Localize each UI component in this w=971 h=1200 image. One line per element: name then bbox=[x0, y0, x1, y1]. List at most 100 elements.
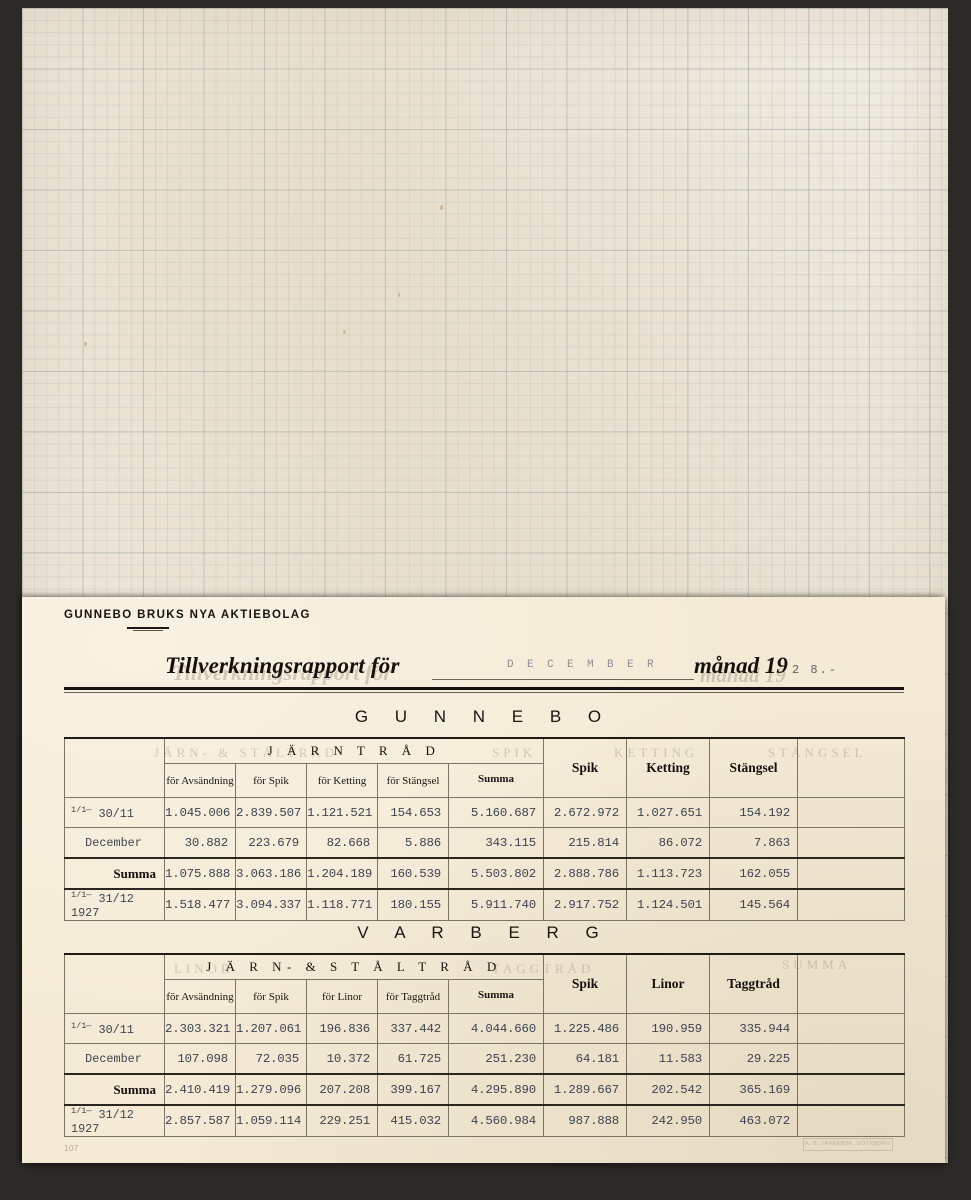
paper-speck bbox=[84, 342, 87, 346]
table-cell: 1.225.486 bbox=[543, 1013, 628, 1044]
printer-imprint: A. B. JÄNNEBOK, GÖTEBORG bbox=[803, 1138, 893, 1151]
table-cell: 463.072 bbox=[709, 1104, 799, 1137]
report-title: Tillverkningsrapport för bbox=[165, 653, 400, 678]
row-label-superscript: 1/1— bbox=[71, 804, 92, 815]
header-cell-empty bbox=[797, 953, 906, 1014]
table-cell: 3.063.186 bbox=[235, 857, 307, 890]
month-field-rule bbox=[432, 679, 694, 680]
table-cell: 1.113.723 bbox=[626, 857, 711, 890]
printer-imprint-text: A. B. JÄNNEBOK, GÖTEBORG bbox=[805, 1141, 891, 1147]
table-cell: 5.160.687 bbox=[447, 797, 545, 828]
table-cell: 190.959 bbox=[626, 1013, 711, 1044]
subheader-for-avsandning: för Avsändning bbox=[164, 763, 236, 798]
table-cell: 207.208 bbox=[306, 1073, 378, 1106]
table-cell bbox=[797, 797, 906, 828]
table-row: Summa 1.075.888 3.063.186 1.204.189 160.539 5… bbox=[64, 857, 906, 890]
table-row: December 107.098 72.035 10.372 61.725 251.230… bbox=[64, 1043, 906, 1075]
table-body-varberg: 1/1— 30/11 2.303.321 1.207.061 196.836 337.4… bbox=[64, 1013, 906, 1137]
table-varberg: J Ä R N- & S T Å L T R Å D Spik Linor Ta… bbox=[64, 953, 906, 1137]
table-cell: 2.672.972 bbox=[543, 797, 628, 828]
page-number: 107 bbox=[64, 1144, 79, 1153]
table-header-group-row: J Ä R N T R Å D Spik Ketting Stängsel bbox=[64, 737, 906, 798]
table-cell: 4.560.984 bbox=[447, 1104, 545, 1137]
header-cell-rowlabel bbox=[64, 737, 165, 798]
header-cell-empty bbox=[797, 737, 906, 798]
table-row: 1/1— 31/12 1927 1.518.477 3.094.337 1.118.7… bbox=[64, 888, 906, 921]
table-body-gunnebo: 1/1— 30/11 1.045.006 2.839.507 1.121.521 154… bbox=[64, 797, 906, 921]
row-label: Summa bbox=[64, 1073, 165, 1106]
table-cell: 251.230 bbox=[447, 1043, 545, 1075]
subheader-summa: Summa bbox=[447, 763, 545, 798]
table-cell: 2.303.321 bbox=[164, 1013, 236, 1044]
table-cell: 1.518.477 bbox=[164, 888, 236, 921]
row-label: 1/1— 31/12 1927 bbox=[64, 1104, 165, 1137]
table-cell: 5.911.740 bbox=[447, 888, 545, 921]
subheader-summa: Summa bbox=[447, 979, 545, 1014]
table-cell: 61.725 bbox=[377, 1043, 449, 1075]
table-cell: 2.410.419 bbox=[164, 1073, 236, 1106]
table-cell: 7.863 bbox=[709, 827, 799, 859]
table-cell: 242.950 bbox=[626, 1104, 711, 1137]
table-cell bbox=[797, 1043, 906, 1075]
table-cell: 1.279.096 bbox=[235, 1073, 307, 1106]
company-underline-rule bbox=[127, 627, 169, 631]
table-cell: 2.857.587 bbox=[164, 1104, 236, 1137]
table-row: December 30.882 223.679 82.668 5.886 343.115 2… bbox=[64, 827, 906, 859]
row-label: Summa bbox=[64, 857, 165, 890]
subheader-for-ketting: för Ketting bbox=[306, 763, 378, 798]
table-cell: 82.668 bbox=[306, 827, 378, 859]
subheader-for-linor: för Linor bbox=[306, 979, 378, 1014]
table-cell: 3.094.337 bbox=[235, 888, 307, 921]
table-gunnebo: J Ä R N T R Å D Spik Ketting Stängsel fö… bbox=[64, 737, 906, 921]
table-cell: 343.115 bbox=[447, 827, 545, 859]
table-cell bbox=[797, 1013, 906, 1044]
table-cell: 4.044.660 bbox=[447, 1013, 545, 1044]
table-cell: 10.372 bbox=[306, 1043, 378, 1075]
header-group-title-jarnstaltrad: J Ä R N- & S T Å L T R Å D bbox=[163, 953, 545, 980]
year-value: 2 8.- bbox=[792, 663, 839, 677]
table-cell: 162.055 bbox=[709, 857, 799, 890]
row-label-superscript: 1/1— bbox=[71, 1106, 92, 1116]
table-cell: 86.072 bbox=[626, 827, 711, 859]
table-cell: 160.539 bbox=[377, 857, 449, 890]
table-cell: 2.917.752 bbox=[543, 888, 628, 921]
paper-speck bbox=[398, 293, 400, 297]
row-label-superscript: 1/1— bbox=[71, 1020, 92, 1031]
subheader-for-avsandning: för Avsändning bbox=[164, 979, 236, 1014]
table-cell: 154.192 bbox=[709, 797, 799, 828]
table-cell: 1.121.521 bbox=[306, 797, 378, 828]
table-cell: 229.251 bbox=[306, 1104, 378, 1137]
table-cell: 72.035 bbox=[235, 1043, 307, 1075]
table-cell: 4.295.890 bbox=[447, 1073, 545, 1106]
table-cell: 29.225 bbox=[709, 1043, 799, 1075]
table-cell bbox=[797, 827, 906, 859]
table-subheader-row: för Avsändning för Spik för Linor för Ta… bbox=[65, 979, 905, 1014]
table-cell: 154.653 bbox=[377, 797, 449, 828]
table-cell: 1.027.651 bbox=[626, 797, 711, 828]
table-cell: 145.564 bbox=[709, 888, 799, 921]
table-cell: 987.888 bbox=[543, 1104, 628, 1137]
manad-label: månad 19 bbox=[694, 653, 788, 678]
table-cell: 1.118.771 bbox=[306, 888, 378, 921]
table-cell: 2.839.507 bbox=[235, 797, 307, 828]
table-cell: 1.204.189 bbox=[306, 857, 378, 890]
table-cell: 1.075.888 bbox=[164, 857, 236, 890]
table-cell: 11.583 bbox=[626, 1043, 711, 1075]
row-label: 1/1— 30/11 bbox=[64, 1013, 165, 1044]
title-divider-rule bbox=[64, 687, 904, 693]
header-cell-rowlabel bbox=[64, 953, 165, 1014]
table-cell: 335.944 bbox=[709, 1013, 799, 1044]
table-header-group-row: J Ä R N- & S T Å L T R Å D Spik Linor Ta… bbox=[64, 953, 906, 1014]
table-cell: 1.289.667 bbox=[543, 1073, 628, 1106]
table-cell: 399.167 bbox=[377, 1073, 449, 1106]
company-name: GUNNEBO BRUKS NYA AKTIEBOLAG bbox=[64, 609, 311, 621]
header-cell-linor: Linor bbox=[626, 953, 711, 1014]
table-cell: 1.045.006 bbox=[164, 797, 236, 828]
header-cell-spik: Spik bbox=[543, 953, 628, 1014]
report-form-sheet: GUNNEBO BRUKS NYA AKTIEBOLAG Tillverknin… bbox=[22, 597, 945, 1163]
subheader-for-taggtrad: för Taggtråd bbox=[377, 979, 449, 1014]
table-row: 1/1— 30/11 1.045.006 2.839.507 1.121.521 154… bbox=[64, 797, 906, 828]
table-row: 1/1— 30/11 2.303.321 1.207.061 196.836 337.4… bbox=[64, 1013, 906, 1044]
row-label: 1/1— 30/11 bbox=[64, 797, 165, 828]
